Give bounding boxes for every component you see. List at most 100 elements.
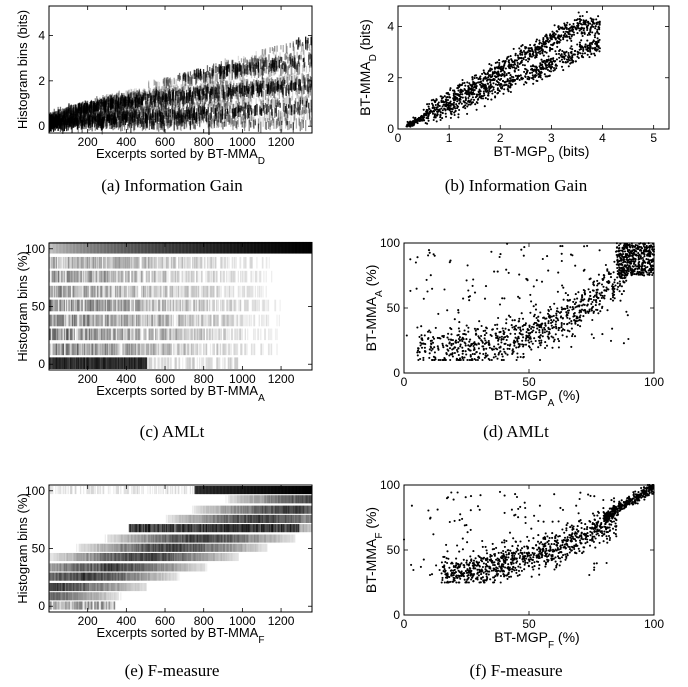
chart-b-point: [570, 58, 573, 61]
chart-a-cell: [89, 120, 92, 128]
chart-b-point: [591, 31, 594, 34]
chart-b-point: [564, 32, 567, 35]
chart-c-cell: [72, 328, 74, 341]
chart-b-point: [582, 49, 585, 52]
chart-a-cell: [140, 94, 142, 103]
chart-a-cell: [117, 105, 119, 112]
chart-a-cell: [113, 108, 115, 118]
chart-a-cell: [106, 98, 108, 103]
chart-a-cell: [123, 115, 125, 127]
chart-b-point: [424, 122, 427, 125]
chart-b-point: [444, 100, 447, 103]
chart-a-cell: [295, 39, 298, 45]
chart-b-point: [490, 85, 494, 88]
chart-b-point: [507, 85, 510, 88]
chart-a-cell: [224, 91, 226, 102]
chart-c-cell: [60, 256, 62, 269]
chart-a-cell: [96, 115, 98, 121]
chart-b-point: [525, 58, 528, 62]
chart-b-point: [496, 92, 499, 95]
chart-b-point: [574, 60, 577, 63]
chart-a-cell: [264, 48, 267, 55]
chart-b-point: [488, 63, 491, 66]
chart-a-cell: [288, 64, 291, 69]
chart-a-cell: [125, 99, 127, 106]
chart-b-point: [493, 66, 497, 69]
chart-c-cell: [77, 343, 79, 356]
chart-a-cell: [137, 117, 139, 127]
chart-a-cell: [133, 115, 135, 125]
chart-a-cell: [307, 37, 309, 44]
chart-a-cell: [139, 117, 141, 129]
chart-b-point: [570, 45, 573, 48]
chart-a-cell: [59, 106, 62, 112]
chart-a-cell: [106, 93, 108, 105]
chart-b-point: [498, 63, 501, 67]
chart-a-cell: [250, 107, 253, 115]
chart-c-cell: [80, 270, 82, 283]
chart-b-point: [552, 42, 555, 45]
chart-a-cell: [89, 109, 92, 118]
chart-a-cell: [86, 113, 89, 120]
chart-b-point: [586, 47, 589, 50]
chart-b-point: [538, 50, 541, 53]
chart-a-cell: [127, 96, 130, 107]
chart-a-cell: [89, 115, 91, 121]
chart-a-cell: [254, 68, 257, 77]
chart-a-cell: [305, 65, 308, 73]
chart-a-cell: [299, 121, 301, 132]
chart-a-cell: [132, 106, 134, 116]
chart-b-point: [567, 54, 570, 57]
chart-a-cell: [131, 111, 134, 122]
chart-a-cell: [100, 107, 103, 118]
chart-b-point: [444, 105, 447, 108]
chart-a-cell: [179, 75, 181, 80]
chart-b-point: [581, 32, 584, 35]
chart-b-point: [529, 43, 532, 47]
chart-a-cell: [82, 111, 84, 121]
chart-a-cell: [182, 107, 185, 118]
chart-b-point: [539, 46, 542, 49]
chart-b-point: [440, 107, 443, 110]
chart-a-cell: [114, 100, 117, 112]
chart-b-point: [586, 39, 589, 42]
chart-b-point: [461, 96, 464, 99]
chart-a-cell: [69, 116, 71, 123]
chart-a-cell: [199, 117, 201, 127]
chart-b-point: [498, 61, 501, 65]
chart-a-cell: [126, 104, 128, 111]
chart-a-cell: [55, 119, 57, 128]
chart-b-point: [553, 68, 556, 71]
chart-a-cell: [122, 111, 124, 121]
chart-b-point: [529, 65, 533, 68]
chart-a-cell: [130, 89, 133, 101]
chart-a-cell: [81, 112, 83, 118]
chart-a-cell: [55, 111, 58, 118]
chart-a-cell: [131, 99, 134, 105]
chart-a-cell: [112, 108, 114, 118]
chart-a-cell: [134, 115, 136, 122]
chart-a-cell: [128, 102, 130, 109]
chart-b-point: [498, 59, 501, 62]
chart-a-cell: [103, 109, 106, 119]
chart-a-cell: [109, 99, 111, 108]
chart-a-cell: [100, 99, 102, 104]
chart-a-cell: [51, 117, 53, 122]
chart-b-point: [516, 64, 519, 67]
chart-a-cell: [117, 97, 120, 107]
chart-a-cell: [106, 109, 108, 118]
chart-a-cell: [100, 107, 102, 112]
chart-b-point: [520, 61, 523, 64]
chart-b-point: [557, 25, 560, 28]
chart-a-cell: [132, 107, 134, 118]
chart-b-point: [439, 114, 442, 117]
chart-a-cell: [89, 122, 92, 130]
chart-c-cell: [75, 256, 77, 269]
chart-b-point: [466, 81, 469, 84]
chart-a-cell: [62, 121, 65, 132]
chart-a-cell: [77, 110, 79, 115]
chart-a-cell: [222, 114, 224, 120]
chart-b-point: [581, 27, 585, 30]
chart-a-cell: [100, 112, 103, 118]
chart-a-cell: [250, 122, 252, 128]
